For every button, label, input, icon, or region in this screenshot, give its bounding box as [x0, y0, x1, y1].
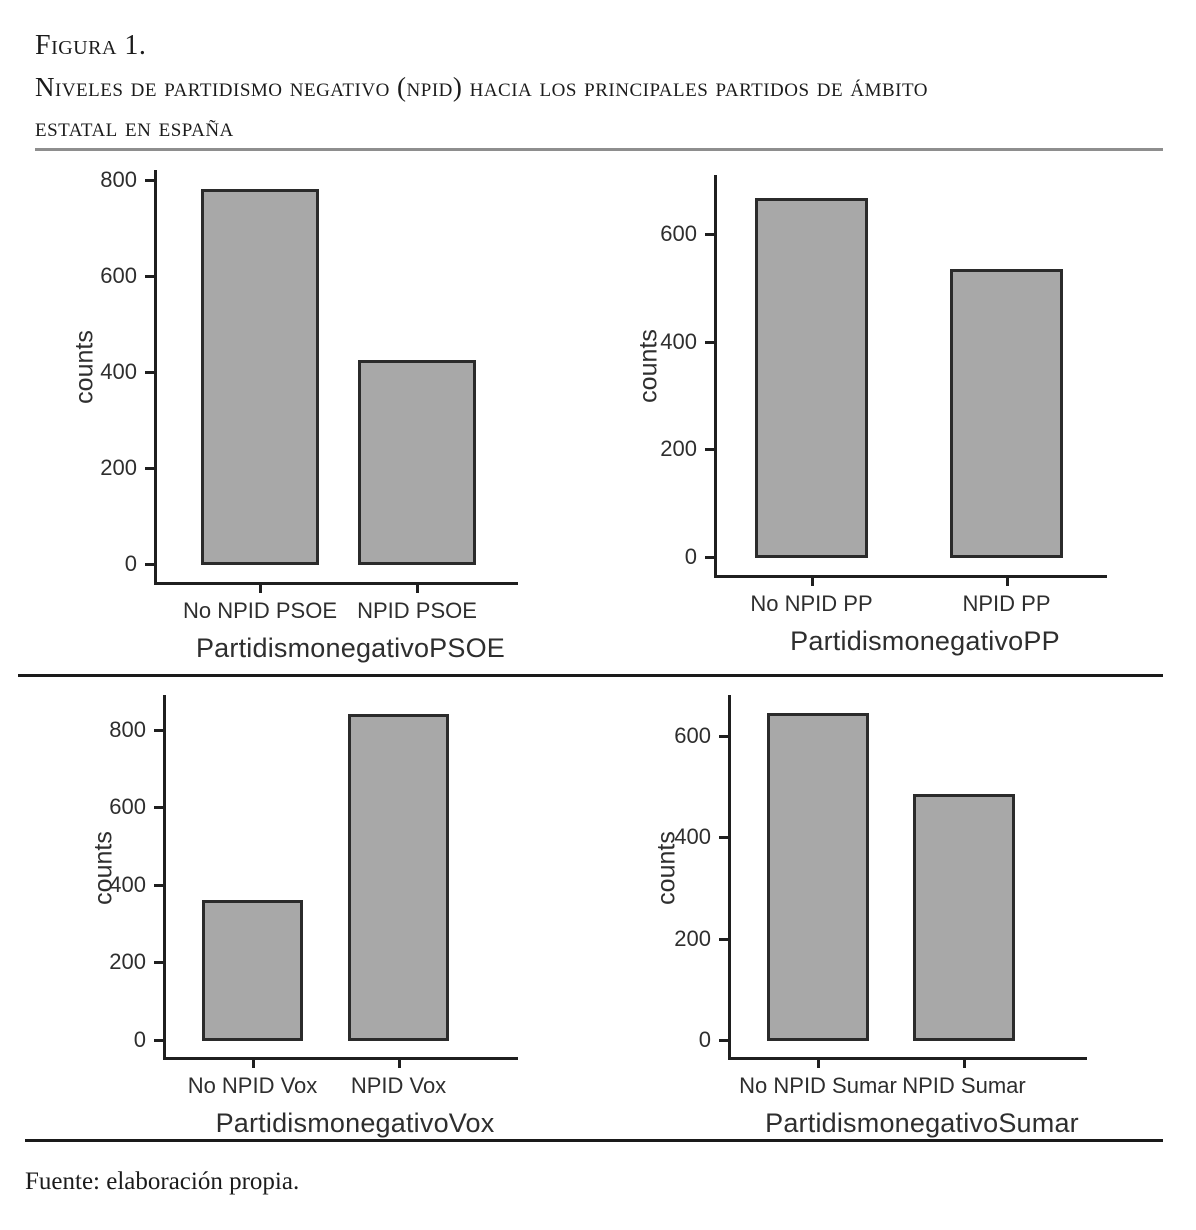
- y-tick: [705, 233, 715, 237]
- y-axis-line: [163, 695, 166, 1060]
- y-tick-label: 800: [100, 166, 137, 192]
- x-axis-line: [714, 575, 1107, 578]
- bar: [358, 359, 476, 565]
- y-tick: [145, 274, 155, 278]
- category-tick: [416, 584, 419, 593]
- y-tick: [154, 961, 164, 965]
- x-axis-title: PartidismonegativoPSOE: [195, 633, 506, 663]
- x-axis-title: PartidismonegativoPP: [790, 626, 1060, 656]
- y-tick: [719, 836, 729, 840]
- chart-npid-vox: 0 200 400 600 800 No NPID Vox NPID Vox Partidis…: [35, 690, 600, 1138]
- y-tick: [154, 806, 164, 810]
- y-axis-line: [728, 695, 731, 1060]
- x-axis-line: [154, 582, 518, 585]
- category-label: NPID Sumar: [902, 1073, 1026, 1098]
- figure-title-line1: Niveles de partidismo negativo (npid) ha…: [35, 72, 928, 102]
- bottom-divider: [25, 1139, 1163, 1142]
- chart-npid-sumar: 0 200 400 600 No NPID Sumar NPID Sumar Partidi…: [600, 690, 1165, 1138]
- y-tick-label: 0: [684, 544, 697, 569]
- y-tick: [145, 466, 155, 470]
- figure-source: Fuente: elaboración propia.: [25, 1168, 300, 1195]
- y-tick-label: 200: [674, 925, 711, 951]
- y-tick-label: 600: [674, 722, 711, 748]
- y-tick: [705, 340, 715, 344]
- x-axis-line: [728, 1057, 1087, 1060]
- y-tick: [719, 1039, 729, 1042]
- y-tick: [705, 448, 715, 452]
- title-divider: [35, 148, 1163, 151]
- bar: [950, 269, 1063, 558]
- chart-npid-psoe: 0 200 400 600 800 No NPID PSOE NPID PSOE Partid…: [35, 160, 600, 665]
- row-divider: [18, 674, 1163, 677]
- y-tick: [154, 883, 164, 887]
- y-tick-label: 600: [100, 262, 137, 288]
- bar: [755, 197, 868, 558]
- bar: [767, 712, 869, 1041]
- y-tick: [154, 728, 164, 732]
- y-tick-label: 0: [698, 1027, 711, 1052]
- category-tick: [1005, 577, 1009, 586]
- y-axis-title: counts: [70, 330, 99, 404]
- figure-title-line2: estatal en españa: [35, 112, 234, 142]
- y-tick-label: 400: [109, 871, 146, 897]
- x-axis-line: [163, 1057, 518, 1060]
- y-tick-label: 200: [660, 436, 697, 462]
- category-label: No NPID Sumar: [739, 1073, 897, 1098]
- y-tick: [705, 556, 715, 559]
- category-tick: [963, 1059, 966, 1068]
- bar: [348, 714, 449, 1041]
- category-label: No NPID PSOE: [182, 598, 338, 623]
- category-label: No NPID Vox: [187, 1073, 318, 1098]
- category-tick: [817, 1059, 820, 1068]
- y-tick: [719, 734, 729, 738]
- y-tick: [719, 937, 729, 941]
- category-tick: [810, 577, 814, 586]
- y-tick: [145, 370, 155, 374]
- y-axis-line: [154, 170, 157, 585]
- bar: [202, 899, 303, 1041]
- category-label: NPID Vox: [350, 1073, 447, 1098]
- y-axis-line: [714, 175, 717, 578]
- y-tick-label: 400: [660, 328, 697, 354]
- y-tick-label: 0: [124, 551, 137, 576]
- y-tick-label: 600: [660, 221, 697, 247]
- category-label: NPID PSOE: [357, 598, 477, 623]
- y-tick-label: 200: [109, 949, 146, 975]
- y-tick: [154, 1039, 164, 1042]
- y-tick-label: 200: [100, 454, 137, 480]
- y-axis-title: counts: [634, 329, 663, 403]
- y-tick-label: 0: [133, 1027, 146, 1052]
- x-axis-title: PartidismonegativoSumar: [765, 1108, 1079, 1138]
- y-tick: [145, 563, 155, 566]
- y-tick-label: 800: [109, 716, 146, 742]
- bar: [201, 189, 319, 565]
- category-label: No NPID PP: [750, 591, 873, 616]
- figure-label: Figura 1.: [35, 30, 147, 61]
- category-tick: [259, 584, 262, 593]
- y-tick-label: 400: [100, 358, 137, 384]
- chart-npid-pp: 0 200 400 600 No NPID PP NPID PP Partidismoneg…: [600, 160, 1165, 665]
- category-tick: [397, 1059, 401, 1068]
- y-tick-label: 400: [674, 824, 711, 850]
- y-axis-title: counts: [652, 830, 681, 905]
- category-label: NPID PP: [962, 591, 1051, 616]
- y-tick-label: 600: [109, 794, 146, 820]
- y-tick: [145, 178, 155, 182]
- x-axis-title: PartidismonegativoVox: [215, 1108, 495, 1138]
- bar: [913, 793, 1015, 1041]
- y-axis-title: counts: [89, 830, 118, 905]
- category-tick: [251, 1059, 255, 1068]
